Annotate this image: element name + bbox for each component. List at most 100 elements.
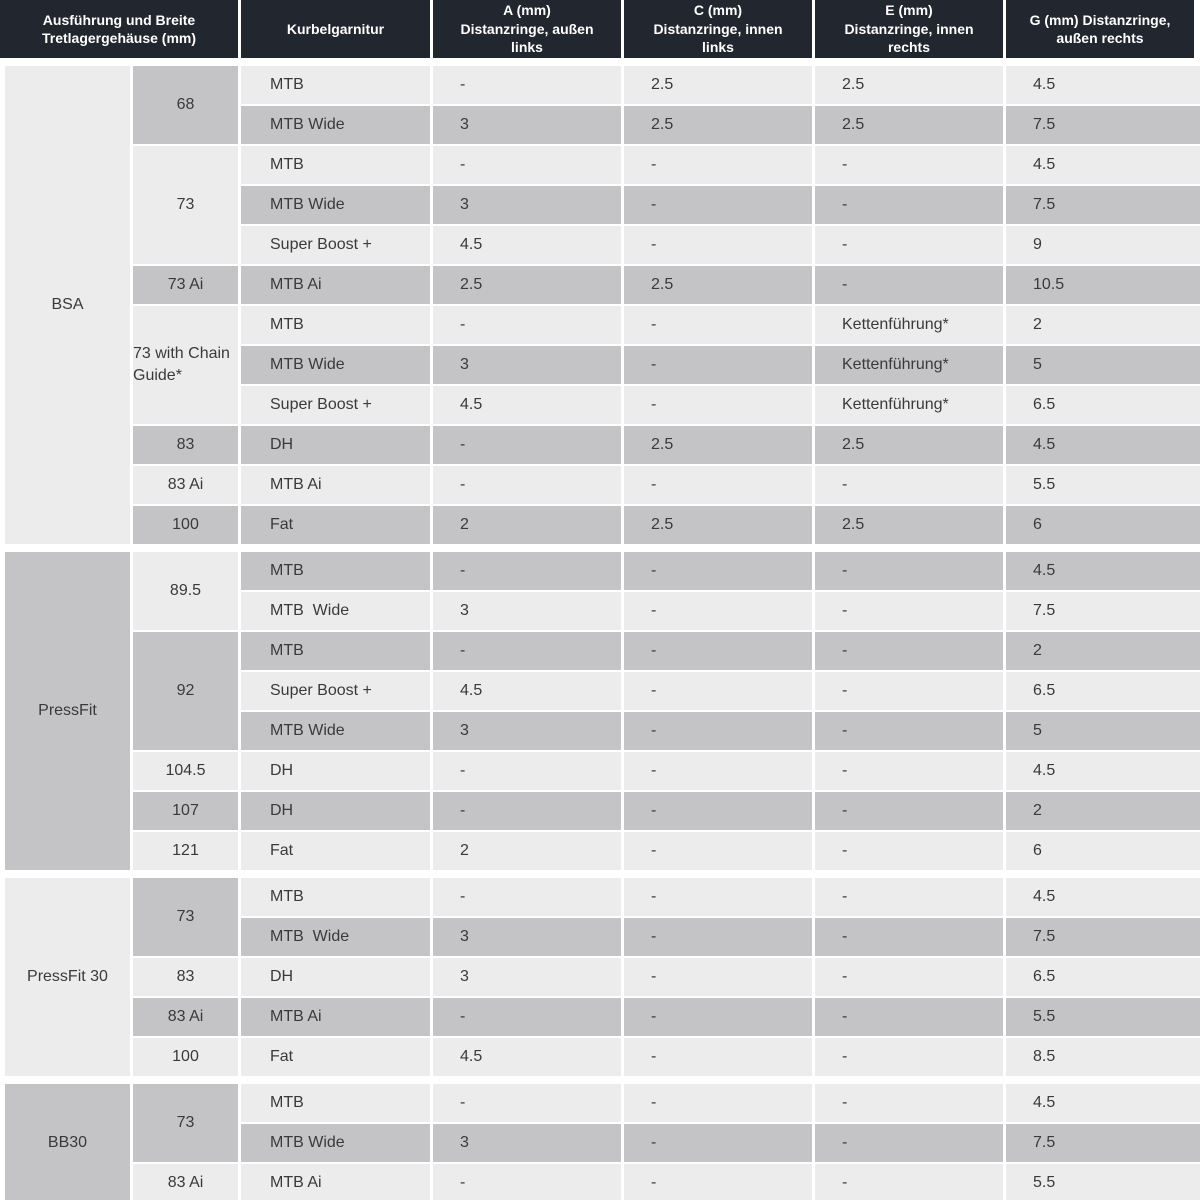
spacer-c-cell-label: - <box>651 1174 657 1192</box>
width-cell: 100 <box>133 1038 238 1076</box>
width-cell: 92 <box>133 632 238 750</box>
spacer-e-cell-label: - <box>842 1048 848 1066</box>
spacer-g-cell: 4.5 <box>1006 878 1200 916</box>
spacer-a-cell: - <box>433 998 621 1036</box>
spacer-a-cell-label: 3 <box>460 1134 469 1152</box>
spacer-g-cell: 5.5 <box>1006 466 1200 504</box>
spacer-e-cell: Kettenführung* <box>815 386 1003 424</box>
spacer-g-cell: 5.5 <box>1006 1164 1200 1200</box>
spacer-a-cell: - <box>433 1164 621 1200</box>
spacer-e-cell-label: - <box>842 562 848 580</box>
spacer-a-cell-label: 4.5 <box>460 1048 483 1066</box>
spacer-g-cell: 9 <box>1006 226 1200 264</box>
spacer-c-cell: - <box>624 878 812 916</box>
header-cell-kurbelgarnitur: Kurbelgarnitur <box>241 0 430 58</box>
width-cell: 107 <box>133 792 238 830</box>
crankset-cell-label: Fat <box>270 842 294 860</box>
spacer-e-cell-label: - <box>842 1008 848 1026</box>
spacer-a-cell-label: - <box>460 562 466 580</box>
spacer-c-cell: - <box>624 712 812 750</box>
spacer-a-cell: - <box>433 552 621 590</box>
spacer-e-cell: - <box>815 466 1003 504</box>
spacer-a-cell: - <box>433 1084 621 1122</box>
spacer-a-cell: - <box>433 306 621 344</box>
spacer-c-cell-label: 2.5 <box>651 76 674 94</box>
spacer-c-cell-label: - <box>651 396 657 414</box>
spacer-a-cell-label: - <box>460 156 466 174</box>
spacer-g-cell-label: 4.5 <box>1033 762 1056 780</box>
spacer-e-cell: 2.5 <box>815 426 1003 464</box>
crankset-cell: Fat <box>241 1038 430 1076</box>
spacer-a-cell-label: - <box>460 888 466 906</box>
width-cell: 73 <box>133 878 238 956</box>
spacer-c-cell: - <box>624 1124 812 1162</box>
spacer-e-cell: - <box>815 592 1003 630</box>
spacer-a-cell-label: - <box>460 1094 466 1112</box>
width-cell-label: 73 <box>176 1114 195 1132</box>
spacer-g-cell-label: 4.5 <box>1033 436 1056 454</box>
spacer-a-cell: 4.5 <box>433 672 621 710</box>
width-cell: 104.5 <box>133 752 238 790</box>
spacer-g-cell-label: 7.5 <box>1033 928 1056 946</box>
spacer-e-cell-label: - <box>842 802 848 820</box>
spacer-a-cell-label: - <box>460 1008 466 1026</box>
spacer-e-cell: - <box>815 958 1003 996</box>
header-cell-a-mm: A (mm) Distanzringe, außen links <box>433 0 621 58</box>
crankset-cell: MTB <box>241 552 430 590</box>
spacer-c-cell-label: 2.5 <box>651 436 674 454</box>
crankset-cell: Super Boost + <box>241 386 430 424</box>
section-label-cell: PressFit 30 <box>5 878 130 1076</box>
spacer-g-cell: 6.5 <box>1006 386 1200 424</box>
spacer-c-cell-label: - <box>651 236 657 254</box>
crankset-cell-label: DH <box>270 968 294 986</box>
spacer-g-cell: 6.5 <box>1006 672 1200 710</box>
spacer-c-cell: - <box>624 918 812 956</box>
crankset-cell-label: MTB <box>270 316 304 334</box>
section-bsa: BSA 68 MTB - 2.5 2.5 4.5 MTB Wide 3 2.5 2.5 7.5 73 MT… <box>5 66 1200 544</box>
section-label-cell-label: PressFit <box>38 702 97 720</box>
width-cell: 83 <box>133 426 238 464</box>
crankset-cell: MTB Ai <box>241 998 430 1036</box>
spacer-a-cell-label: - <box>460 802 466 820</box>
crankset-cell-label: MTB Wide <box>270 196 345 214</box>
crankset-cell: MTB <box>241 146 430 184</box>
section-label-cell-label: BSA <box>51 296 84 314</box>
spacer-a-cell: - <box>433 426 621 464</box>
spacer-c-cell: - <box>624 346 812 384</box>
spacer-c-cell: - <box>624 592 812 630</box>
spacer-g-cell-label: 5 <box>1033 722 1042 740</box>
spacer-e-cell: - <box>815 632 1003 670</box>
width-cell-label: 121 <box>172 842 199 860</box>
spacer-c-cell: 2.5 <box>624 426 812 464</box>
spacer-g-cell-label: 8.5 <box>1033 1048 1056 1066</box>
spacer-g-cell-label: 5.5 <box>1033 476 1056 494</box>
crankset-cell: MTB Wide <box>241 592 430 630</box>
crankset-cell-label: MTB Ai <box>270 476 322 494</box>
spacer-a-cell-label: 3 <box>460 928 469 946</box>
spacer-c-cell-label: - <box>651 562 657 580</box>
width-cell: 83 <box>133 958 238 996</box>
spacer-a-cell: - <box>433 752 621 790</box>
spacer-a-cell: 2.5 <box>433 266 621 304</box>
crankset-cell-label: MTB Ai <box>270 1174 322 1192</box>
spacer-c-cell: - <box>624 752 812 790</box>
crankset-cell: Super Boost + <box>241 226 430 264</box>
spacer-e-cell-label: - <box>842 1134 848 1152</box>
crankset-cell-label: MTB <box>270 76 304 94</box>
spacer-c-cell-label: - <box>651 476 657 494</box>
crankset-cell-label: MTB Wide <box>270 356 345 374</box>
spacer-e-cell-label: 2.5 <box>842 516 865 534</box>
spacer-c-cell-label: - <box>651 842 657 860</box>
spacer-g-cell-label: 7.5 <box>1033 602 1056 620</box>
spacer-c-cell-label: - <box>651 1048 657 1066</box>
crankset-cell-label: MTB Ai <box>270 276 322 294</box>
spacer-g-cell: 4.5 <box>1006 146 1200 184</box>
spacer-e-cell-label: - <box>842 1174 848 1192</box>
section-label-cell: BB30 <box>5 1084 130 1200</box>
spacer-c-cell-label: - <box>651 968 657 986</box>
spacer-e-cell-label: 2.5 <box>842 436 865 454</box>
crankset-cell-label: Super Boost + <box>270 396 372 414</box>
spacer-e-cell-label: - <box>842 602 848 620</box>
crankset-cell: MTB Ai <box>241 266 430 304</box>
